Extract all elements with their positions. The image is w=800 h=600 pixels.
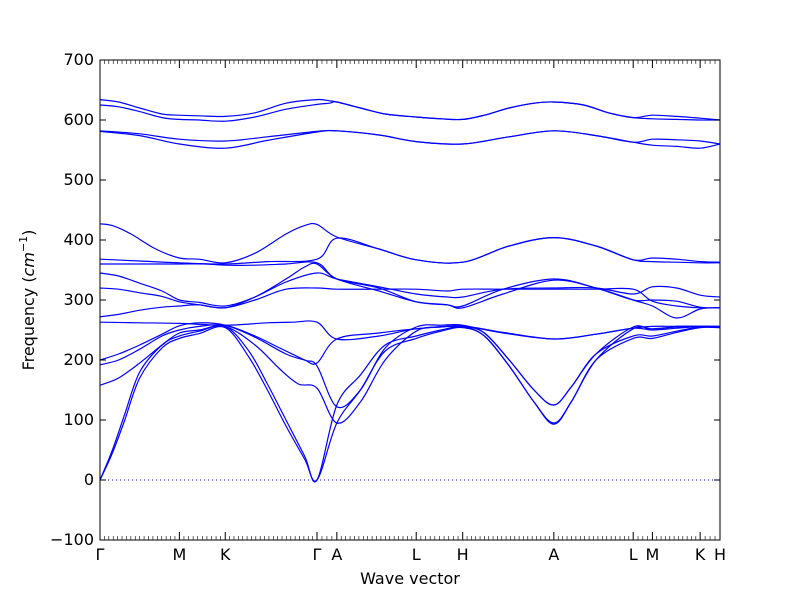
y-tick-label: 700: [63, 50, 94, 69]
x-tick-label: L: [629, 545, 638, 564]
y-axis-ticks: −100 0 100 200 300 400 500 600 700: [50, 50, 720, 549]
phonon-branch-12: [99, 322, 721, 365]
y-tick-label: 200: [63, 350, 94, 369]
x-tick-label: M: [646, 545, 660, 564]
y-tick-label: 600: [63, 110, 94, 129]
phonon-branch-16: [99, 326, 721, 482]
plot-lines: [99, 98, 721, 483]
y-tick-label: 300: [63, 290, 94, 309]
x-tick-label: Γ: [96, 545, 105, 564]
y-tick-label: −100: [50, 530, 94, 549]
phonon-branch-10: [99, 262, 721, 319]
y-axis-label-exponent: −1: [17, 236, 30, 252]
y-tick-label: 100: [63, 410, 94, 429]
phonon-branch-6: [99, 236, 721, 265]
phonon-branch-2: [99, 101, 721, 122]
x-tick-label: L: [412, 545, 421, 564]
phonon-branch-7: [100, 261, 721, 309]
x-tick-label: H: [457, 545, 469, 564]
phonon-branch-13: [99, 323, 721, 409]
y-axis-label: Frequency (cm−1): [17, 230, 38, 371]
x-tick-label: K: [220, 545, 231, 564]
x-tick-label: H: [714, 545, 726, 564]
y-axis-label-unit: cm: [19, 252, 38, 276]
x-tick-label: A: [548, 545, 559, 564]
x-tick-label: M: [172, 545, 186, 564]
y-tick-label: 0: [84, 470, 94, 489]
phonon-branch-5: [99, 222, 721, 264]
x-tick-label: A: [331, 545, 342, 564]
phonon-branch-15: [99, 324, 721, 483]
y-axis-label-suffix: ): [19, 230, 38, 236]
y-tick-label: 400: [63, 230, 94, 249]
x-axis-label: Wave vector: [360, 569, 460, 588]
phonon-branch-4: [99, 129, 721, 149]
y-axis-label-prefix: Frequency (: [19, 276, 38, 370]
x-tick-label: K: [695, 545, 706, 564]
plot-frame: [99, 59, 721, 541]
x-tick-label: Γ: [313, 545, 322, 564]
y-tick-label: 500: [63, 170, 94, 189]
phonon-branch-9: [99, 287, 721, 309]
